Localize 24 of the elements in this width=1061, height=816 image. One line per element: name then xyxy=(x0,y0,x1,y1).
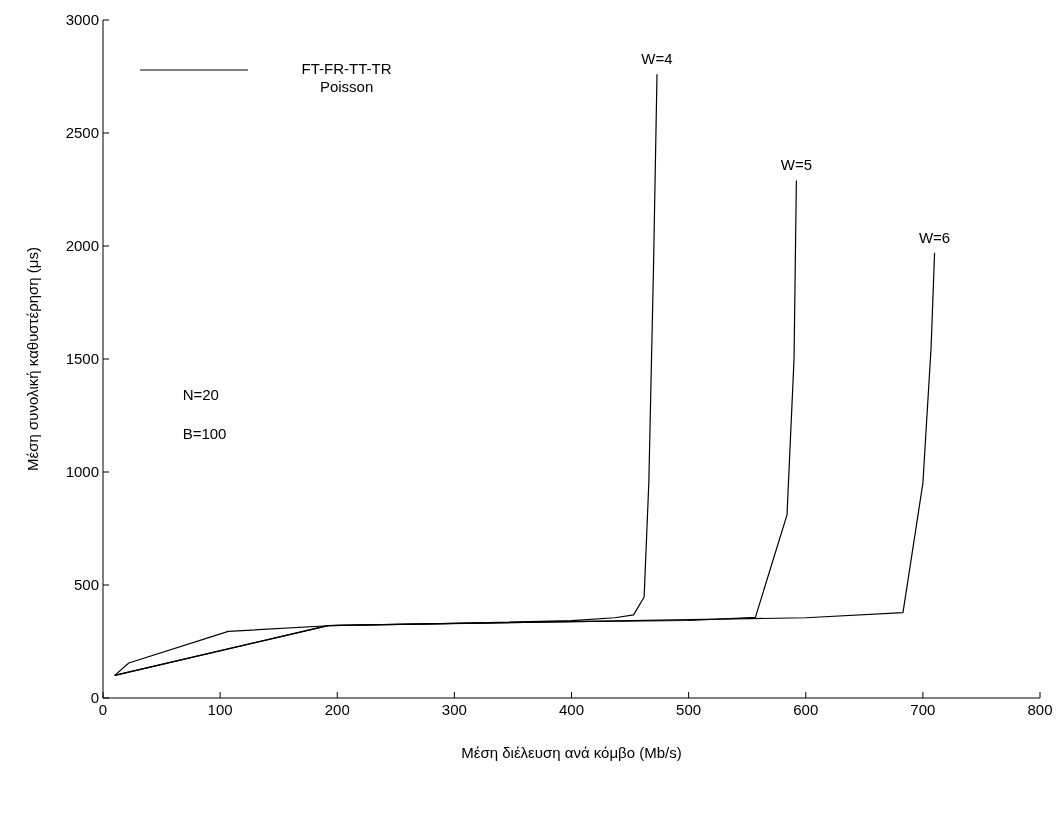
x-tick-label: 600 xyxy=(793,700,819,718)
y-tick-label: 2500 xyxy=(65,124,99,142)
x-tick-label: 100 xyxy=(207,700,233,718)
x-axis-title: Μέση διέλευση ανά κόμβο (Mb/s) xyxy=(461,744,682,761)
x-tick-label: 500 xyxy=(676,700,702,718)
x-tick-label: 700 xyxy=(910,700,936,718)
y-tick-label: 1000 xyxy=(65,463,99,481)
series-label: W=4 xyxy=(641,50,673,68)
x-tick-label: 300 xyxy=(441,700,467,718)
annotation: N=20 xyxy=(182,385,219,403)
series-label: W=6 xyxy=(918,228,951,246)
y-tick-label: 1500 xyxy=(65,350,99,368)
annotation: FT-FR-TT-TR xyxy=(301,60,392,78)
x-tick-label: 800 xyxy=(1027,700,1053,718)
y-tick-label: 500 xyxy=(73,576,99,594)
y-axis-title: Μέση συνολική καθυστέρηση (μs) xyxy=(24,247,42,471)
x-tick-label: 400 xyxy=(558,700,585,718)
series-label: W=5 xyxy=(780,156,813,174)
annotation: B=100 xyxy=(182,424,227,442)
y-tick-label: 2000 xyxy=(65,237,99,255)
x-tick-label: 200 xyxy=(324,700,350,718)
y-tick-label: 0 xyxy=(90,689,99,707)
y-tick-label: 3000 xyxy=(65,11,99,29)
annotation: Poisson xyxy=(319,77,374,95)
